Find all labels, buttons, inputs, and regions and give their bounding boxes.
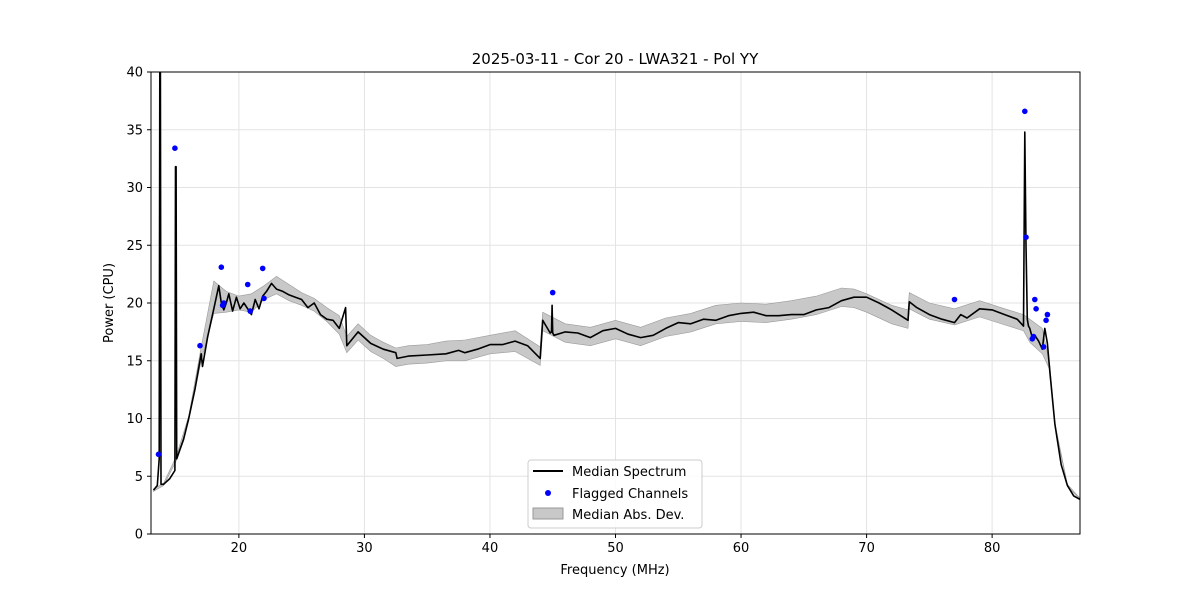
x-tick-label: 40	[482, 541, 499, 556]
flagged-channels-layer	[155, 108, 1051, 458]
legend-marker-swatch	[545, 490, 551, 496]
plot-area: 20 30 40 50 60 70 80 0 5 10 15 20 25 30 35 40	[126, 66, 1081, 556]
flagged-channel-point	[172, 145, 178, 151]
x-tick-label: 80	[984, 541, 1001, 556]
y-tick-label: 35	[126, 123, 143, 138]
mad-band-layer	[153, 276, 1080, 500]
y-tick-label: 0	[135, 528, 143, 543]
x-axis: 20 30 40 50 60 70 80	[231, 534, 1001, 556]
y-tick-label: 20	[126, 297, 143, 312]
y-tick-label: 5	[135, 470, 143, 485]
x-tick-label: 70	[858, 541, 875, 556]
x-axis-label: Frequency (MHz)	[560, 563, 669, 578]
flagged-channel-point	[244, 281, 251, 288]
legend-patch-swatch	[532, 507, 564, 520]
y-tick-label: 25	[126, 239, 143, 254]
flagged-channel-point	[247, 308, 253, 314]
flagged-channel-point	[549, 289, 556, 296]
legend: Median Spectrum Flagged Channels Median …	[527, 459, 703, 529]
flagged-channel-point	[221, 300, 227, 306]
flagged-channel-point	[197, 342, 203, 349]
legend-label-median-spectrum: Median Spectrum	[572, 465, 686, 480]
flagged-channel-point	[1023, 234, 1029, 240]
flagged-channel-point	[261, 295, 267, 302]
y-tick-label: 30	[126, 181, 143, 196]
chart-title: 2025-03-11 - Cor 20 - LWA321 - Pol YY	[472, 50, 759, 68]
flagged-channel-point	[155, 451, 162, 458]
x-tick-label: 60	[733, 541, 750, 556]
y-tick-label: 40	[126, 66, 143, 81]
x-tick-label: 30	[356, 541, 373, 556]
y-tick-label: 15	[126, 354, 143, 369]
flagged-channel-point	[1030, 333, 1037, 340]
flagged-channel-point	[1022, 108, 1028, 115]
legend-label-flagged-channels: Flagged Channels	[572, 487, 688, 502]
legend-label-median-abs-dev: Median Abs. Dev.	[572, 508, 684, 523]
flagged-channel-point	[1033, 306, 1039, 312]
flagged-channel-point	[1040, 344, 1047, 350]
flagged-channel-point	[951, 296, 958, 303]
flagged-channel-point	[1032, 296, 1038, 303]
x-tick-label: 50	[607, 541, 624, 556]
flagged-channel-point	[259, 265, 266, 272]
legend-box	[527, 459, 703, 529]
flagged-channel-point	[218, 264, 225, 271]
flagged-channel-point	[1044, 311, 1051, 318]
x-tick-label: 20	[231, 541, 248, 556]
mad-band	[153, 276, 1080, 500]
y-tick-label: 10	[126, 412, 143, 427]
flagged-channel-point	[1043, 317, 1049, 324]
y-axis-label: Power (CPU)	[102, 263, 117, 343]
y-axis: 0 5 10 15 20 25 30 35 40	[126, 66, 151, 543]
